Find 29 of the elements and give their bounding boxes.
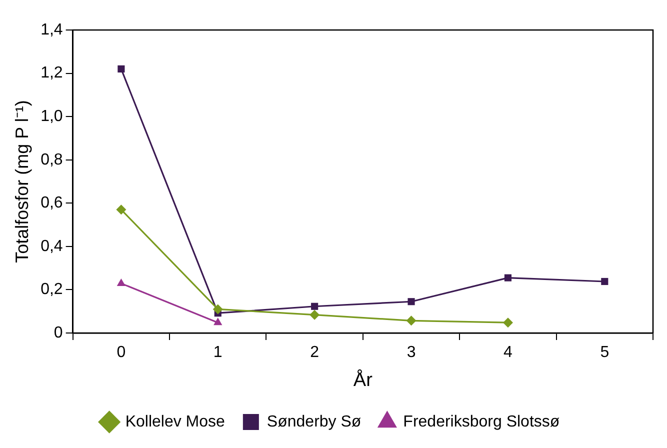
point [212,304,223,314]
y-tick-label: 1,0 [40,108,63,125]
x-tick-label: 4 [504,344,513,362]
point [406,316,416,326]
point [502,318,513,328]
y-axis-title: Totalfosfor (mg P l⁻¹) [12,100,32,263]
y-tick-label: 0,2 [40,281,63,298]
x-axis-title: År [353,368,374,391]
point [311,302,318,310]
y-tick-label: 0,4 [40,238,63,255]
point [116,204,126,215]
point [408,298,415,306]
x-tick-label: 1 [213,344,222,362]
legend-label: Sønderby Sø [266,413,362,430]
x-tick-label: 0 [116,344,126,362]
x-tick-label: 3 [406,344,416,362]
x-tick-label: 2 [310,344,320,362]
point [310,310,320,320]
y-tick-label: 1,2 [40,64,63,82]
point [118,65,125,72]
point [504,274,512,282]
y-tick-label: 0,8 [40,151,63,168]
x-tick-label: 5 [600,344,610,362]
y-tick-label: 0 [54,324,63,342]
point [601,278,608,286]
legend-label: Frederiksborg Slotssø [403,413,560,430]
y-tick-label: 1,4 [40,21,63,38]
y-tick-label: 0,6 [40,194,63,212]
legend-label: Kollelev Mose [125,413,226,430]
